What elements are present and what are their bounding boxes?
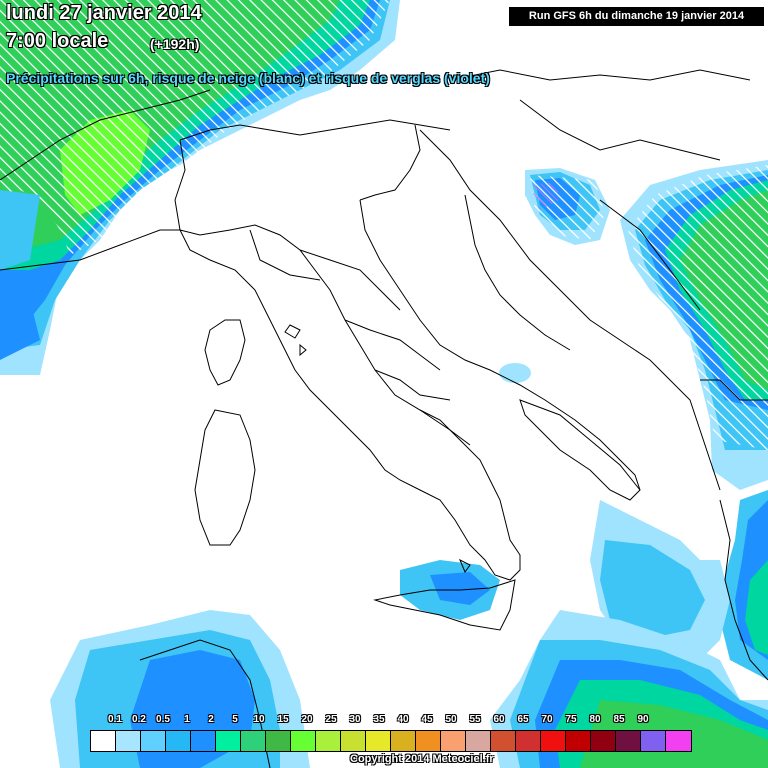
legend-label: 0.2	[132, 714, 146, 725]
legend-label: 35	[373, 714, 385, 725]
legend-swatch	[491, 731, 516, 751]
legend-swatch	[91, 731, 116, 751]
legend-label: 85	[613, 714, 625, 725]
legend-label: 65	[517, 714, 529, 725]
legend-swatch	[291, 731, 316, 751]
legend-label: 50	[445, 714, 457, 725]
map-subtitle: Précipitations sur 6h, risque de neige (…	[6, 70, 490, 86]
legend-swatch	[391, 731, 416, 751]
legend-swatch	[516, 731, 541, 751]
legend-swatch	[116, 731, 141, 751]
legend-swatch	[566, 731, 591, 751]
legend-label: 2	[208, 714, 214, 725]
legend-label: 40	[397, 714, 409, 725]
legend-label: 55	[469, 714, 481, 725]
legend-swatch	[366, 731, 391, 751]
legend-swatch	[591, 731, 616, 751]
legend-label: 1	[184, 714, 190, 725]
forecast-date: lundi 27 janvier 2014	[6, 2, 202, 24]
forecast-lead-time: (+192h)	[150, 36, 200, 52]
legend-label: 0.1	[108, 714, 122, 725]
precip-area-balkans	[499, 160, 768, 680]
copyright: Copyright 2014 Meteociel.fr	[350, 753, 494, 765]
legend-swatch	[316, 731, 341, 751]
legend-label: 60	[493, 714, 505, 725]
legend-swatch	[141, 731, 166, 751]
legend-label: 80	[589, 714, 601, 725]
legend-swatch	[666, 731, 691, 751]
legend-swatch	[191, 731, 216, 751]
legend-label: 5	[232, 714, 238, 725]
legend-swatch	[616, 731, 641, 751]
legend-label: 20	[301, 714, 313, 725]
legend-swatch	[166, 731, 191, 751]
legend-swatch	[641, 731, 666, 751]
forecast-time: 7:00 locale	[6, 30, 109, 52]
legend-label: 45	[421, 714, 433, 725]
legend-swatch	[466, 731, 491, 751]
legend-swatch	[441, 731, 466, 751]
legend-label: 90	[637, 714, 649, 725]
legend-swatch	[341, 731, 366, 751]
coastlines-borders	[0, 69, 768, 768]
legend-swatch	[266, 731, 291, 751]
legend-label: 10	[253, 714, 265, 725]
legend-swatch	[541, 731, 566, 751]
legend-label: 15	[277, 714, 289, 725]
model-run-label: Run GFS 6h du dimanche 19 janvier 2014	[509, 7, 764, 26]
legend-labels: 0.1 0.2 0.5 1 2 5 10 15 20 25 30 35 40 45 50 55 60 65 70 75…	[90, 714, 666, 728]
legend-color-bar	[90, 730, 692, 752]
legend-label: 30	[349, 714, 361, 725]
legend-swatch	[241, 731, 266, 751]
legend-swatch	[216, 731, 241, 751]
legend-label: 75	[565, 714, 577, 725]
legend-label: 70	[541, 714, 553, 725]
legend-label: 25	[325, 714, 337, 725]
legend-swatch	[416, 731, 441, 751]
legend-label: 0.5	[156, 714, 170, 725]
precip-area-northwest	[0, 0, 400, 375]
